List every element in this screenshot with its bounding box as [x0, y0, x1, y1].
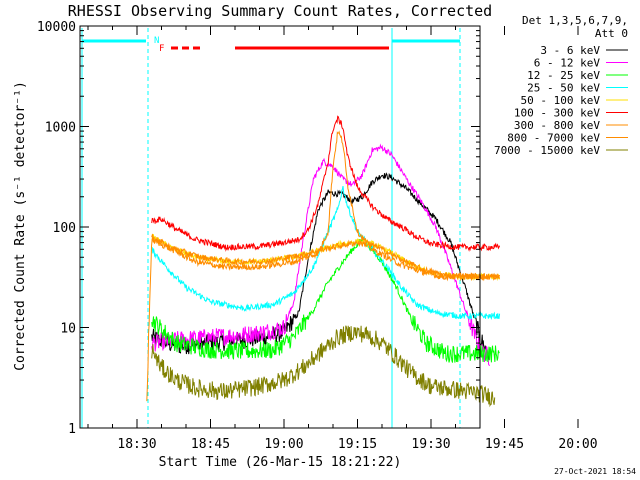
series-line-8	[151, 233, 501, 281]
series-line-7	[146, 130, 500, 402]
observing-flags: NF	[81, 28, 461, 428]
chart-title: RHESSI Observing Summary Count Rates, Co…	[68, 2, 492, 20]
x-axis-label: Start Time (26-Mar-15 18:21:22)	[159, 455, 402, 470]
legend-label: 3 - 6 keV	[540, 44, 600, 57]
series-line-3	[151, 238, 500, 363]
legend-label: 800 - 7000 keV	[507, 132, 600, 145]
series-line-6	[151, 115, 501, 252]
x-tick-label: 20:00	[558, 437, 597, 452]
legend-header-line-1: Det 1,3,5,6,7,9,	[522, 14, 628, 27]
axes: 1 10 100 1000 10000 18:30 18:45 19:00 19:15 19:30…	[37, 20, 598, 452]
legend-label: 25 - 50 keV	[527, 82, 600, 95]
y-tick-label: 1000	[45, 121, 76, 136]
series-line-1	[151, 172, 491, 360]
legend-label: 7000 - 15000 keV	[494, 144, 600, 157]
x-tick-label: 19:00	[264, 437, 303, 452]
x-tick-label: 19:15	[338, 437, 377, 452]
series-line-4	[151, 186, 501, 321]
series-layer	[146, 115, 501, 408]
legend-label: 100 - 300 keV	[514, 107, 600, 120]
legend-label: 300 - 800 keV	[514, 119, 600, 132]
flare-flag-label: F	[159, 44, 164, 54]
legend-header-line-2: Att 0	[595, 27, 628, 40]
y-tick-label: 1	[68, 422, 76, 437]
night-flag-label: N	[154, 36, 159, 46]
y-tick-label: 10	[60, 322, 76, 337]
x-tick-label: 19:45	[485, 437, 524, 452]
x-tick-label: 18:30	[117, 437, 156, 452]
legend-label: 12 - 25 keV	[527, 69, 600, 82]
legend-label: 6 - 12 keV	[534, 57, 601, 70]
series-line-9	[151, 325, 496, 408]
legend-label: 50 - 100 keV	[521, 94, 601, 107]
x-tick-label: 19:30	[411, 437, 450, 452]
plot-frame	[79, 25, 481, 429]
y-axis-label: Corrected Count Rate (s⁻¹ detector⁻¹)	[13, 81, 28, 371]
timestamp: 27-Oct-2021 18:54	[554, 467, 636, 476]
x-tick-label: 18:45	[191, 437, 230, 452]
y-tick-label: 100	[53, 221, 76, 236]
y-tick-label: 10000	[37, 20, 76, 35]
series-line-2	[151, 143, 491, 367]
